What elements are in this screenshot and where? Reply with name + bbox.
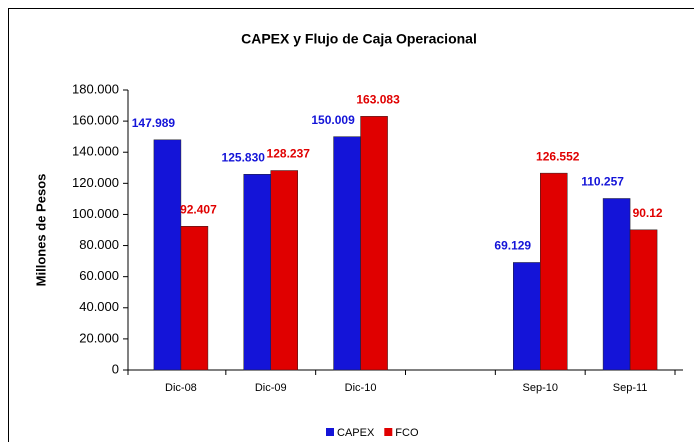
y-tick-label: 100.000 xyxy=(72,206,119,221)
x-tick-label: Dic-08 xyxy=(165,382,197,394)
legend-label: FCO xyxy=(395,427,419,439)
y-tick-label: 140.000 xyxy=(72,144,119,159)
value-label: 163.083 xyxy=(356,92,400,106)
value-label: 128.237 xyxy=(267,147,311,161)
bar xyxy=(629,229,658,371)
y-tick-label: 40.000 xyxy=(79,299,119,314)
legend-swatch xyxy=(326,428,334,436)
y-tick-label: 60.000 xyxy=(79,268,119,283)
x-tick-label: Dic-09 xyxy=(255,382,287,394)
y-tick-label: 160.000 xyxy=(72,113,119,128)
y-tick-label: 80.000 xyxy=(79,237,119,252)
y-tick-label: 120.000 xyxy=(72,175,119,190)
value-label: 125.830 xyxy=(222,150,266,164)
value-label: 69.129 xyxy=(494,239,531,253)
y-axis-label: Millones de Pesos xyxy=(33,174,48,287)
bar xyxy=(602,198,631,371)
legend-label: CAPEX xyxy=(337,427,375,439)
legend-swatch xyxy=(384,428,393,436)
bar xyxy=(270,170,298,371)
value-label: 126.552 xyxy=(536,149,580,163)
bar xyxy=(180,226,209,371)
x-tick-label: Sep-10 xyxy=(523,382,558,394)
x-tick-label: Sep-11 xyxy=(613,382,648,394)
chart-title: CAPEX y Flujo de Caja Operacional xyxy=(241,31,477,47)
y-tick-label: 180.000 xyxy=(72,81,119,96)
value-label: 90.12 xyxy=(633,206,663,220)
y-tick-label: 0 xyxy=(112,361,119,376)
value-label: 92.407 xyxy=(180,202,217,216)
value-label: 110.257 xyxy=(581,175,624,189)
bar xyxy=(360,116,388,371)
y-tick-label: 20.000 xyxy=(79,330,119,345)
bar xyxy=(243,174,271,371)
bar xyxy=(513,262,541,371)
bar xyxy=(540,172,568,371)
bar xyxy=(333,136,361,371)
value-label: 150.009 xyxy=(311,113,355,127)
x-tick-label: Dic-10 xyxy=(345,382,377,394)
value-label: 147.989 xyxy=(132,116,176,130)
bar xyxy=(153,139,182,371)
